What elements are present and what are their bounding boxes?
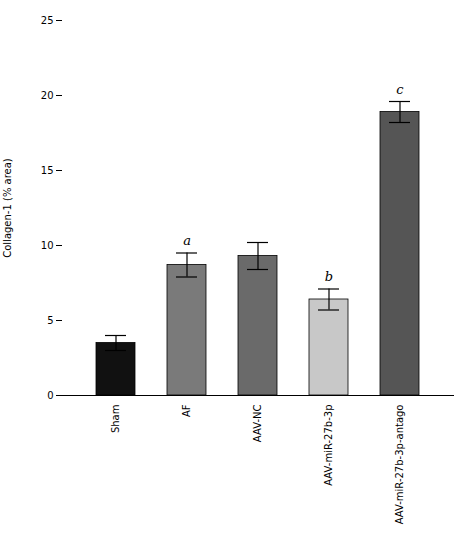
svg-text:b: b xyxy=(325,269,333,284)
svg-text:5: 5 xyxy=(47,315,53,326)
svg-text:a: a xyxy=(183,233,191,248)
svg-text:20: 20 xyxy=(41,90,54,101)
svg-text:c: c xyxy=(396,82,404,97)
svg-text:15: 15 xyxy=(41,165,54,176)
svg-text:10: 10 xyxy=(41,240,54,251)
svg-text:AAV-miR-27b-3p-antago: AAV-miR-27b-3p-antago xyxy=(394,405,405,525)
svg-text:25: 25 xyxy=(41,15,54,26)
svg-text:Collagen-1 (% area): Collagen-1 (% area) xyxy=(2,158,13,258)
svg-text:AAV-miR-27b-3p: AAV-miR-27b-3p xyxy=(323,405,334,486)
svg-text:0: 0 xyxy=(47,390,53,401)
svg-text:Sham: Sham xyxy=(110,405,121,434)
svg-text:AAV-NC: AAV-NC xyxy=(252,404,263,442)
svg-text:AF: AF xyxy=(181,404,192,417)
